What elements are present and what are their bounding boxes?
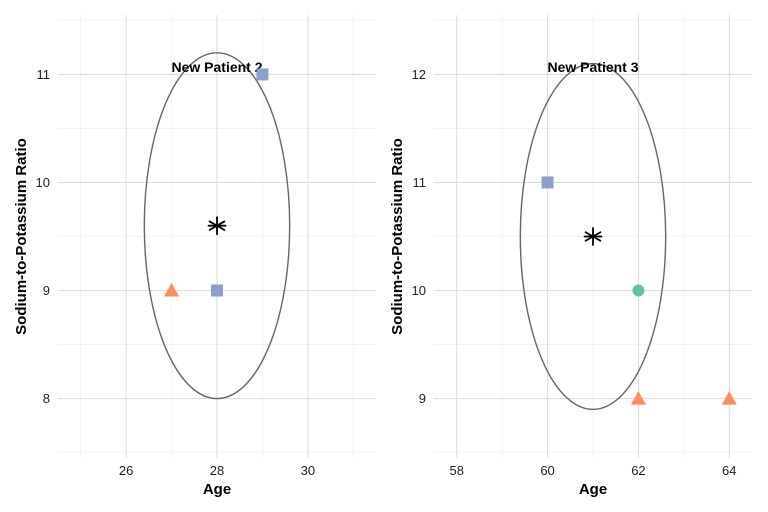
y-tick-label: 10 xyxy=(36,175,50,190)
new-patient-asterisk xyxy=(207,216,227,236)
y-tick-label: 8 xyxy=(43,391,50,406)
x-tick-label: 64 xyxy=(722,463,736,478)
data-point-square xyxy=(211,284,223,297)
x-tick-label: 62 xyxy=(631,463,645,478)
chart-title: New Patient 2 xyxy=(171,59,262,75)
data-point-square xyxy=(256,68,269,81)
y-tick-label: 9 xyxy=(419,391,426,406)
neighborhood-circle xyxy=(519,62,667,411)
y-tick-label: 12 xyxy=(412,67,426,82)
chart-panel-1: 26 28 30 8 9 10 11 Age Sodium-to-Potassium Ratio… xyxy=(13,15,376,498)
y-axis-title: Sodium-to-Potassium Ratio xyxy=(13,138,30,335)
x-tick-label: 28 xyxy=(210,463,224,478)
new-patient-asterisk xyxy=(583,227,603,246)
data-point-circle xyxy=(632,284,645,297)
neighborhood-circle xyxy=(143,52,291,400)
data-point-triangle xyxy=(721,391,737,405)
data-point-square xyxy=(541,176,554,189)
data-point-triangle xyxy=(164,283,180,297)
grid xyxy=(58,15,376,458)
data-point-triangle xyxy=(630,391,646,405)
y-tick-label: 11 xyxy=(413,175,427,190)
chart-title: New Patient 3 xyxy=(547,59,638,75)
y-tick-label: 10 xyxy=(412,283,426,298)
x-tick-label: 58 xyxy=(449,463,463,478)
x-tick-label: 26 xyxy=(119,463,133,478)
y-tick-label: 11 xyxy=(37,67,51,82)
y-tick-label: 9 xyxy=(43,283,50,298)
x-tick-label: 60 xyxy=(540,463,554,478)
x-tick-label: 30 xyxy=(301,463,315,478)
y-axis-title: Sodium-to-Potassium Ratio xyxy=(389,138,406,335)
x-axis-title: Age xyxy=(579,481,607,498)
chart-panel-2: 58 60 62 64 9 10 11 12 Age Sodium-to-Potassium Ra… xyxy=(389,15,752,498)
x-axis-title: Age xyxy=(203,481,231,498)
